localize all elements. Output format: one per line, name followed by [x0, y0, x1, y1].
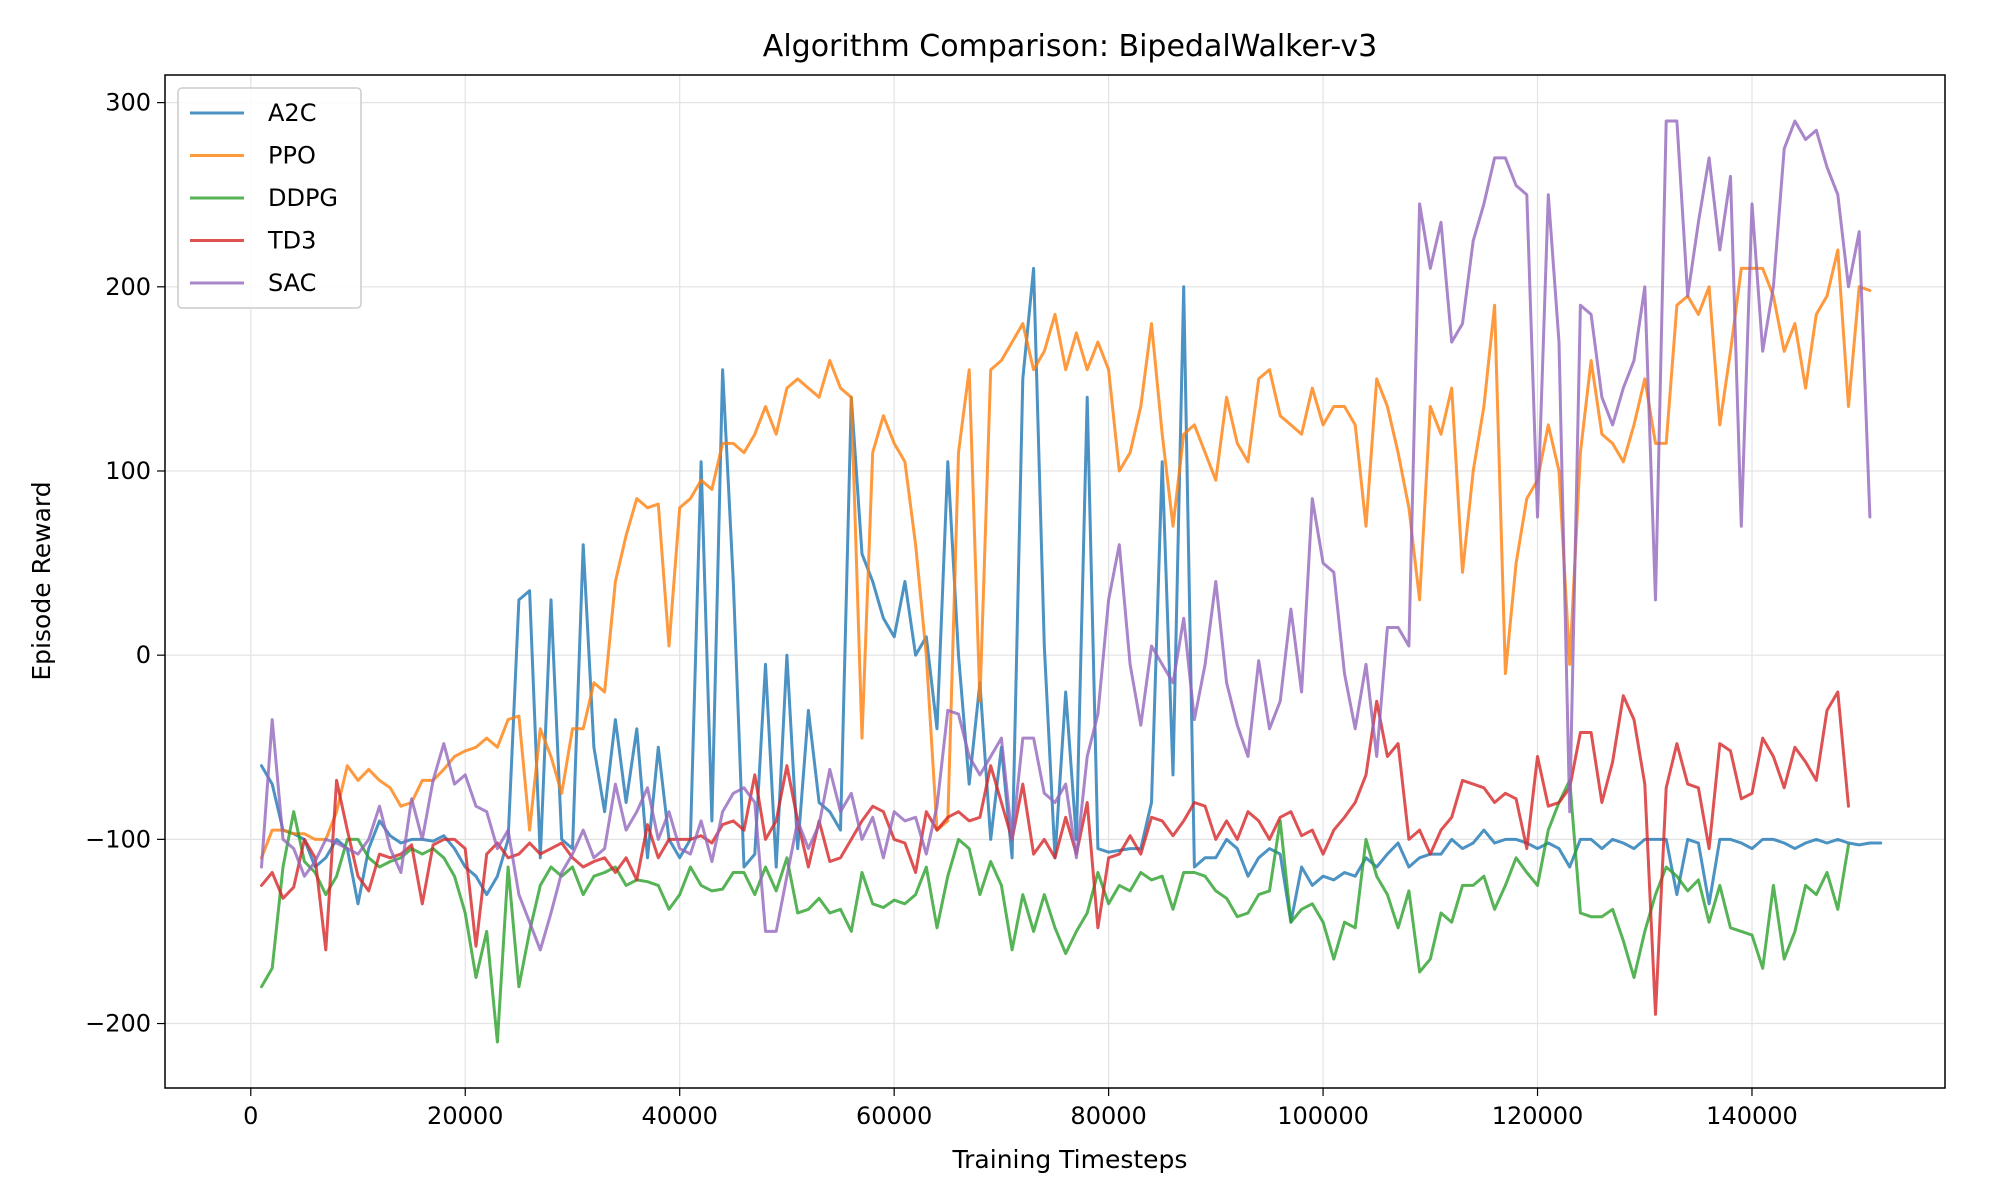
y-axis-title: Episode Reward — [27, 481, 56, 680]
y-tick-label: 0 — [136, 641, 151, 669]
legend-label-ddpg: DDPG — [268, 184, 338, 212]
x-tick-label: 120000 — [1492, 1102, 1584, 1130]
series-line-a2c — [260, 266, 1883, 924]
legend: A2C PPO DDPG TD3 SAC — [177, 87, 362, 309]
y-tick-label: 100 — [105, 457, 151, 485]
y-tick-label: −200 — [85, 1010, 151, 1038]
x-tick-label: 80000 — [1070, 1102, 1146, 1130]
legend-label-a2c: A2C — [268, 99, 316, 127]
y-tick-label: 300 — [105, 89, 151, 117]
x-tick-label: 140000 — [1706, 1102, 1798, 1130]
x-tick-label: 100000 — [1277, 1102, 1369, 1130]
y-axis-ticks: −200 −100 0 100 200 300 — [85, 89, 165, 1038]
x-tick-label: 40000 — [642, 1102, 718, 1130]
series-line-td3 — [260, 690, 1850, 1016]
y-tick-label: 200 — [105, 273, 151, 301]
x-axis-ticks: 0 20000 40000 60000 80000 100000 120000 140000 — [243, 1088, 1798, 1130]
plot-frame — [164, 74, 1946, 1089]
grid — [165, 75, 1945, 1088]
x-tick-label: 60000 — [856, 1102, 932, 1130]
series-line-ppo — [260, 248, 1872, 860]
x-tick-label: 0 — [243, 1102, 258, 1130]
chart-title: Algorithm Comparison: BipedalWalker-v3 — [763, 29, 1377, 64]
legend-label-sac: SAC — [268, 269, 316, 297]
legend-label-td3: TD3 — [267, 227, 316, 255]
x-axis-title: Training Timesteps — [952, 1145, 1188, 1174]
series-line-sac — [260, 119, 1872, 952]
series-line-ddpg — [260, 778, 1850, 1044]
series-lines — [260, 119, 1883, 1044]
legend-box — [177, 87, 362, 309]
y-tick-label: −100 — [85, 825, 151, 853]
x-tick-label: 20000 — [427, 1102, 503, 1130]
legend-label-ppo: PPO — [268, 142, 316, 170]
